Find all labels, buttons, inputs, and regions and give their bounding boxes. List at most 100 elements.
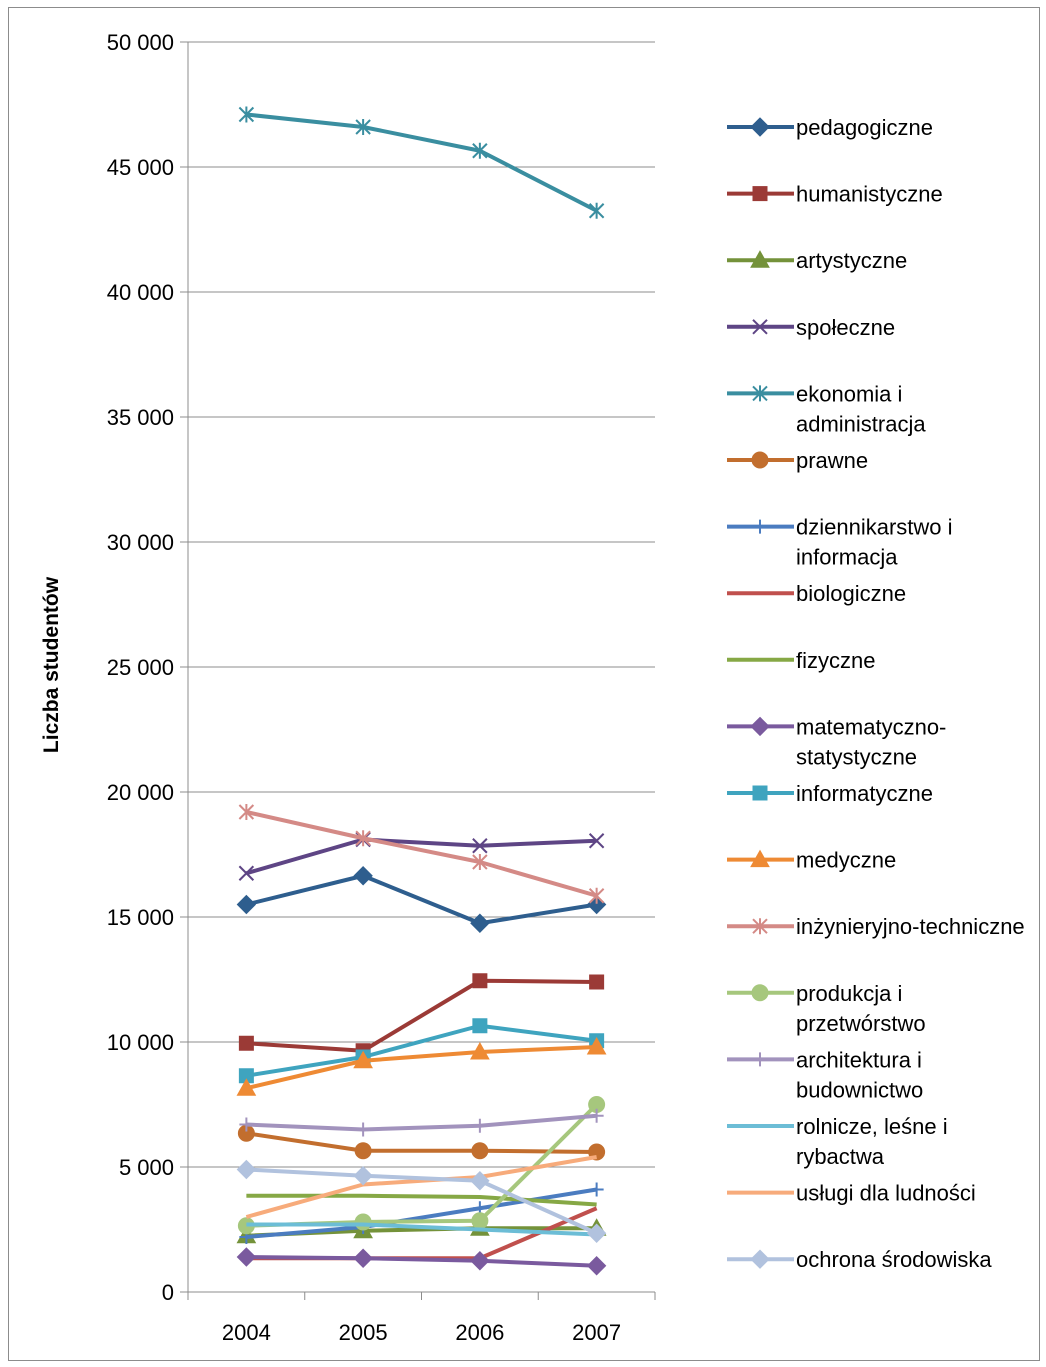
marker-circle <box>471 1142 489 1160</box>
legend-item: pedagogiczne <box>727 115 933 140</box>
marker-x <box>752 319 768 335</box>
legend-item: ochrona środowiska <box>727 1247 992 1272</box>
series-line <box>246 1167 598 1236</box>
y-tick-label: 15 000 <box>107 905 174 930</box>
legend-label: biologiczne <box>796 581 906 606</box>
legend-label: ochrona środowiska <box>796 1247 992 1272</box>
marker-square <box>472 973 488 989</box>
series-line <box>245 1045 597 1091</box>
legend-item: medyczne <box>727 848 896 873</box>
marker-circle <box>354 1213 372 1231</box>
marker-star <box>472 142 488 159</box>
legend: pedagogiczne humanistyczne artystyczne społ… <box>727 115 1025 1272</box>
y-tick-label: 30 000 <box>107 530 174 555</box>
marker-diamond <box>353 1248 373 1268</box>
series-3 <box>238 831 605 881</box>
legend-label: społeczne <box>796 315 895 340</box>
marker-square <box>752 785 768 801</box>
marker-square <box>238 1035 254 1051</box>
series-5 <box>237 1124 606 1161</box>
axes <box>180 41 656 1300</box>
x-tick-label: 2004 <box>222 1320 271 1345</box>
marker-x <box>588 833 605 849</box>
series-line <box>246 1023 597 1078</box>
marker-triangle <box>470 1041 490 1060</box>
y-tick-label: 25 000 <box>107 655 174 680</box>
series-11 <box>236 1036 607 1096</box>
y-tick-label: 10 000 <box>107 1030 174 1055</box>
legend-item: ekonomia i administracja <box>727 381 926 436</box>
y-tick-label: 5 000 <box>119 1155 174 1180</box>
x-tick-label: 2006 <box>455 1320 504 1345</box>
series-4 <box>238 106 605 219</box>
series-0 <box>236 866 607 933</box>
legend-label: dziennikarstwo i <box>796 515 953 540</box>
marker-plus <box>753 519 767 534</box>
series-line <box>245 837 597 876</box>
series-line <box>246 978 597 1053</box>
marker-diamond <box>750 1249 770 1269</box>
series-line <box>246 1255 597 1268</box>
series-12 <box>238 804 605 904</box>
marker-diamond <box>470 1251 490 1271</box>
marker-plus <box>753 1052 767 1067</box>
y-axis-label: Liczba studentów <box>40 576 63 753</box>
series-line <box>246 112 598 213</box>
marker-square <box>589 974 605 990</box>
legend-item: humanistyczne <box>727 182 943 207</box>
x-axis-ticks: 2004 2005 2006 2007 <box>222 1320 621 1345</box>
marker-plus <box>589 1108 604 1123</box>
marker-star <box>238 804 255 820</box>
legend-item: matematyczno-statystyczne <box>727 714 946 769</box>
marker-diamond <box>353 1166 373 1186</box>
marker-diamond <box>586 1256 607 1276</box>
chart-frame <box>8 7 1040 1361</box>
y-tick-label: 20 000 <box>107 780 174 805</box>
marker-triangle <box>750 250 770 268</box>
legend-item: biologiczne <box>727 581 906 606</box>
marker-star <box>752 918 768 935</box>
marker-star <box>472 854 488 870</box>
legend-item: prawne <box>727 448 868 473</box>
marker-star <box>355 119 371 135</box>
series-line <box>246 1113 597 1132</box>
marker-x <box>472 838 488 854</box>
marker-x <box>238 865 255 881</box>
series-15 <box>246 1222 597 1237</box>
legend-label: informacja <box>796 545 898 570</box>
legend-item: społeczne <box>727 315 895 340</box>
marker-circle <box>471 1212 489 1230</box>
marker-diamond <box>470 1171 490 1191</box>
marker-star <box>588 887 605 904</box>
legend-label: ekonomia i <box>796 381 902 406</box>
marker-circle <box>751 984 769 1002</box>
marker-diamond <box>236 1247 257 1267</box>
y-tick-label: 0 <box>162 1280 174 1305</box>
legend-item: inżynieryjno-techniczne <box>727 914 1025 939</box>
marker-plus <box>472 1118 487 1133</box>
series-line <box>245 1155 597 1219</box>
legend-label: medyczne <box>796 848 896 873</box>
legend-label: rolnicze, leśne i <box>796 1114 948 1139</box>
marker-square <box>472 1018 488 1034</box>
legend-label: rybactwa <box>796 1144 885 1169</box>
legend-label: usługi dla ludności <box>796 1181 976 1206</box>
legend-item: informatyczne <box>727 781 933 806</box>
marker-circle <box>354 1142 372 1160</box>
marker-plus <box>239 1117 254 1132</box>
legend-item: usługi dla ludności <box>727 1181 976 1206</box>
legend-label: budownictwo <box>796 1077 923 1102</box>
gridlines <box>188 41 655 1168</box>
series-14 <box>239 1108 604 1137</box>
marker-diamond <box>586 1223 607 1243</box>
legend-label: humanistyczne <box>796 182 943 207</box>
marker-diamond <box>353 866 373 886</box>
y-tick-label: 50 000 <box>107 30 174 55</box>
marker-diamond <box>750 716 770 737</box>
series-10 <box>238 1018 605 1084</box>
legend-label: artystyczne <box>796 248 907 273</box>
marker-star <box>238 106 255 123</box>
legend-label: administracja <box>796 411 926 436</box>
series-layer <box>236 106 607 1276</box>
